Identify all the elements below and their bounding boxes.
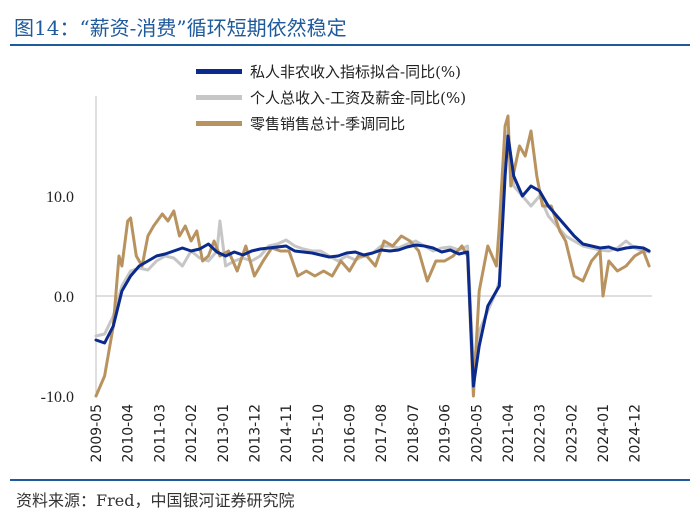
series-line-3 bbox=[94, 114, 651, 398]
x-tick-label: 2012-02 bbox=[184, 404, 200, 463]
chart-legend: 私人非农收入指标拟合-同比(%) 个人总收入-工资及薪金-同比(%) 零售销售总… bbox=[196, 58, 466, 136]
y-tick-label: 10.0 bbox=[46, 189, 74, 206]
x-tick-label: 2011-03 bbox=[152, 404, 168, 463]
x-tick-label: 2013-12 bbox=[247, 404, 263, 463]
y-tick-label: 0.0 bbox=[54, 289, 74, 306]
source-note: 资料来源：Fred，中国银河证券研究院 bbox=[16, 491, 295, 510]
x-tick-label: 2015-10 bbox=[311, 404, 327, 463]
legend-swatch-1 bbox=[196, 68, 242, 74]
x-tick-label: 2018-07 bbox=[406, 404, 422, 463]
x-tick-label: 2009-05 bbox=[89, 404, 105, 463]
title-underline bbox=[10, 44, 690, 46]
legend-item-3: 零售销售总计-季调同比 bbox=[196, 110, 466, 136]
legend-label-1: 私人非农收入指标拟合-同比(%) bbox=[250, 62, 462, 81]
legend-swatch-3 bbox=[196, 120, 242, 126]
x-tick-label: 2016-09 bbox=[343, 404, 359, 463]
chart-title: 图14：“薪资-消费”循环短期依然稳定 bbox=[14, 16, 347, 40]
x-tick-label: 2023-02 bbox=[564, 404, 580, 463]
x-tick-label: 2013-01 bbox=[216, 404, 232, 463]
x-tick-label: 2024-12 bbox=[628, 404, 644, 463]
y-tick-label: -10.0 bbox=[41, 389, 74, 406]
legend-label-3: 零售销售总计-季调同比 bbox=[250, 114, 406, 133]
legend-swatch-2 bbox=[196, 94, 242, 100]
footer-rule bbox=[10, 479, 690, 481]
line-chart: -10.0 0.0 10.0 2009-05 2010-04 2011-03 2012-02… bbox=[41, 96, 652, 463]
x-tick-label: 2014-11 bbox=[279, 404, 295, 463]
x-tick-label: 2021-04 bbox=[501, 404, 517, 463]
x-tick-label: 2019-06 bbox=[438, 404, 454, 463]
x-tick-label: 2022-03 bbox=[533, 404, 549, 463]
x-tick-label: 2020-05 bbox=[469, 404, 485, 463]
legend-item-1: 私人非农收入指标拟合-同比(%) bbox=[196, 58, 466, 84]
x-tick-label: 2010-04 bbox=[121, 404, 137, 463]
legend-item-2: 个人总收入-工资及薪金-同比(%) bbox=[196, 84, 466, 110]
x-tick-label: 2024-01 bbox=[596, 404, 612, 463]
series-line-1 bbox=[94, 134, 651, 388]
legend-label-2: 个人总收入-工资及薪金-同比(%) bbox=[250, 88, 467, 107]
x-tick-label: 2017-08 bbox=[374, 404, 390, 463]
